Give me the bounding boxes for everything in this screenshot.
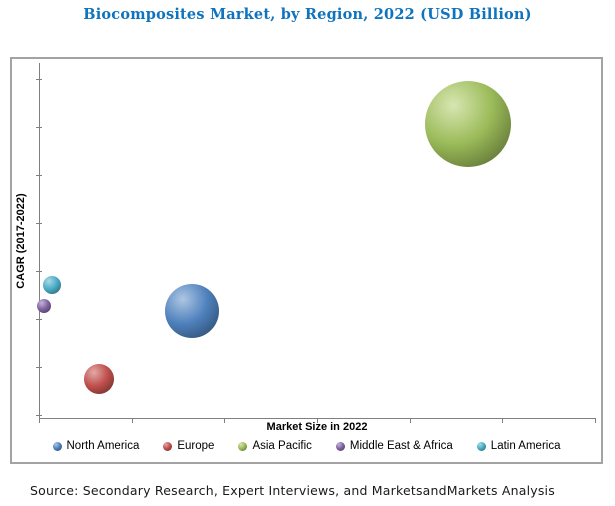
- legend-marker-icon: [476, 441, 486, 451]
- legend-label: Europe: [177, 440, 215, 452]
- legend-label: Latin America: [490, 440, 561, 452]
- y-axis-tick: [36, 175, 42, 176]
- source-note: Source: Secondary Research, Expert Inter…: [30, 483, 555, 498]
- y-axis-tick: [36, 367, 42, 368]
- legend-item-latin-america: Latin America: [476, 440, 561, 452]
- chart-title: Biocomposites Market, by Region, 2022 (U…: [83, 6, 532, 23]
- x-axis-tick: [131, 418, 133, 423]
- plot-frame: CAGR (2017-2022) Market Size in 2022 Nor…: [10, 57, 603, 464]
- bubble-middle-east-and-africa: [37, 299, 51, 313]
- y-axis-tick: [36, 79, 42, 80]
- legend-label: Asia Pacific: [252, 440, 312, 452]
- legend-item-north-america: North America: [52, 440, 140, 452]
- y-axis: [39, 63, 40, 419]
- y-axis-title: CAGR (2017-2022): [15, 193, 27, 289]
- legend-marker-icon: [335, 441, 345, 451]
- legend-marker-icon: [238, 441, 248, 451]
- legend-marker-icon: [163, 441, 173, 451]
- legend: North America Europe Asia Pacific Middle Ea…: [12, 440, 601, 452]
- x-axis-tick: [595, 418, 596, 423]
- legend-item-middle-east-and-africa: Middle East & Africa: [335, 440, 453, 452]
- y-axis-tick: [36, 127, 42, 128]
- legend-item-asia-pacific: Asia Pacific: [238, 440, 312, 452]
- x-axis-tick: [502, 418, 504, 423]
- y-axis-tick: [36, 223, 42, 224]
- x-axis-tick: [409, 418, 411, 423]
- y-axis-tick: [36, 415, 42, 416]
- legend-item-europe: Europe: [163, 440, 214, 452]
- x-axis-tick: [224, 418, 226, 423]
- y-axis-tick: [36, 271, 42, 272]
- legend-label: Middle East & Africa: [349, 440, 453, 452]
- bubble-north-america: [165, 284, 219, 338]
- x-axis-tick: [317, 418, 318, 423]
- legend-label: North America: [66, 440, 140, 452]
- x-axis-title: Market Size in 2022: [266, 421, 368, 433]
- y-axis-tick: [36, 319, 42, 320]
- legend-marker-icon: [52, 441, 62, 451]
- bubble-asia-pacific: [425, 81, 511, 167]
- x-axis-tick: [39, 418, 40, 423]
- bubble-latin-america: [43, 276, 61, 294]
- bubble-europe: [84, 364, 114, 394]
